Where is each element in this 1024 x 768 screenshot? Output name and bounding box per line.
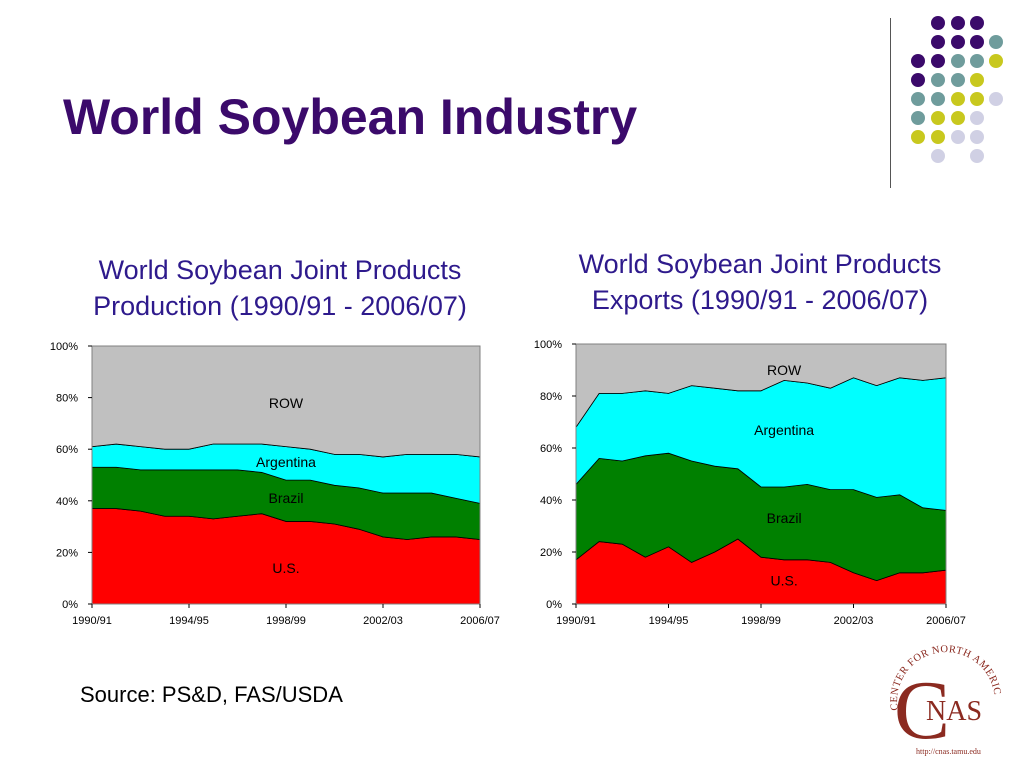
decorative-dot xyxy=(931,149,945,163)
production-y-tick-label: 60% xyxy=(56,444,78,456)
production-series-label-brazil: Brazil xyxy=(268,490,303,506)
decorative-dot xyxy=(931,73,945,87)
production-y-tick-label: 0% xyxy=(62,599,78,611)
production-x-tick-label: 2006/07 xyxy=(460,615,500,627)
exports-x-tick-label: 2006/07 xyxy=(926,615,966,627)
decorative-dot xyxy=(931,54,945,68)
decorative-dot xyxy=(911,73,925,87)
decorative-dot xyxy=(951,35,965,49)
production-series-label-argentina: Argentina xyxy=(256,454,316,470)
decorative-dot xyxy=(951,54,965,68)
exports-x-tick-label: 1998/99 xyxy=(741,615,781,627)
decorative-dot xyxy=(931,35,945,49)
production-y-tick-label: 40% xyxy=(56,496,78,508)
decorative-dot xyxy=(931,130,945,144)
exports-chart-title: World Soybean Joint Products Exports (19… xyxy=(500,246,1020,318)
exports-x-tick-label: 1994/95 xyxy=(649,615,689,627)
decorative-dot xyxy=(931,16,945,30)
production-x-tick-label: 1998/99 xyxy=(266,615,306,627)
decorative-dot xyxy=(970,54,984,68)
decorative-dot xyxy=(911,111,925,125)
exports-series-label-row: ROW xyxy=(767,362,802,378)
slide-title: World Soybean Industry xyxy=(63,89,638,145)
production-y-tick-label: 20% xyxy=(56,547,78,559)
decorative-dot xyxy=(911,54,925,68)
decorative-dot xyxy=(951,130,965,144)
decorative-dot xyxy=(951,73,965,87)
decorative-dot-grid xyxy=(911,16,1003,163)
exports-chart-title-line2: Exports (1990/91 - 2006/07) xyxy=(591,285,929,315)
exports-x-tick-label: 2002/03 xyxy=(834,615,874,627)
exports-series-label-argentina: Argentina xyxy=(754,422,814,438)
production-y-tick-label: 80% xyxy=(56,393,78,405)
production-y-tick-label: 100% xyxy=(50,341,78,353)
production-chart-title-line1: World Soybean Joint Products xyxy=(98,255,462,285)
exports-chart-title-line1: World Soybean Joint Products xyxy=(578,249,942,279)
exports-series-label-us: U.S. xyxy=(771,573,798,589)
header-divider xyxy=(890,18,891,188)
production-chart-title-line2: Production (1990/91 - 2006/07) xyxy=(93,291,467,321)
source-note: Source: PS&D, FAS/USDA xyxy=(80,682,343,707)
decorative-dot xyxy=(970,111,984,125)
production-x-tick-label: 1990/91 xyxy=(72,615,112,627)
exports-y-tick-label: 0% xyxy=(546,599,562,611)
decorative-dot xyxy=(951,111,965,125)
production-series-label-row: ROW xyxy=(269,395,304,411)
decorative-dot xyxy=(931,111,945,125)
decorative-dot xyxy=(989,35,1003,49)
production-series-label-us: U.S. xyxy=(272,560,299,576)
logo-url: http://cnas.tamu.edu xyxy=(916,747,981,756)
logo-letters-nas: NAS xyxy=(926,696,982,727)
decorative-dot xyxy=(951,16,965,30)
decorative-dot xyxy=(970,35,984,49)
decorative-dot xyxy=(931,92,945,106)
production-chart-title: World Soybean Joint Products Production … xyxy=(20,252,540,324)
exports-y-tick-label: 20% xyxy=(540,547,562,559)
production-x-tick-label: 2002/03 xyxy=(363,615,403,627)
decorative-dot xyxy=(970,149,984,163)
exports-y-tick-label: 80% xyxy=(540,391,562,403)
exports-series-label-brazil: Brazil xyxy=(767,510,802,526)
exports-y-tick-label: 100% xyxy=(534,339,562,351)
decorative-dot xyxy=(911,92,925,106)
decorative-dot xyxy=(970,73,984,87)
exports-y-tick-label: 60% xyxy=(540,443,562,455)
decorative-dot xyxy=(970,92,984,106)
production-x-tick-label: 1994/95 xyxy=(169,615,209,627)
exports-y-tick-label: 40% xyxy=(540,495,562,507)
decorative-dot xyxy=(951,92,965,106)
decorative-dot xyxy=(989,92,1003,106)
logo-letter-c: C xyxy=(894,664,950,757)
exports-x-tick-label: 1990/91 xyxy=(556,615,596,627)
decorative-dot xyxy=(989,54,1003,68)
decorative-dot xyxy=(970,130,984,144)
decorative-dot xyxy=(970,16,984,30)
decorative-dot xyxy=(911,130,925,144)
cnas-logo: CENTER FOR NORTH AMERICAN STUDIES C NAS … xyxy=(876,632,1002,757)
